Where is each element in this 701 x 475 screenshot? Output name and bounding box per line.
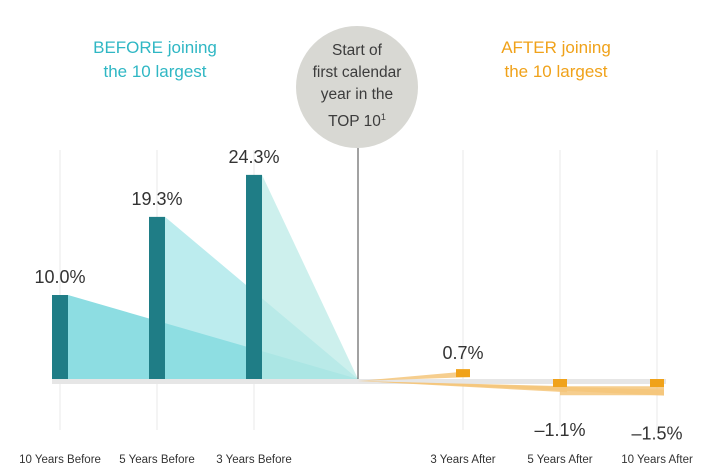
category-label: 5 Years Before (119, 454, 194, 466)
data-label: –1.5% (631, 424, 682, 444)
data-label: 24.3% (228, 147, 279, 167)
after-fill-area (358, 381, 664, 396)
category-label: 10 Years After (621, 454, 693, 466)
data-label: –1.1% (534, 420, 585, 440)
data-label: 0.7% (442, 343, 483, 363)
category-label: 10 Years Before (19, 454, 101, 466)
center-line1: Start of (332, 42, 382, 60)
center-line3: year in the (320, 86, 394, 104)
center-line2: first calendar (312, 64, 402, 82)
category-label: 3 Years After (430, 454, 495, 466)
after-heading: AFTER joining the 10 largest (446, 36, 666, 84)
after-fill-area (358, 371, 470, 381)
before-heading: BEFORE joining the 10 largest (45, 36, 265, 84)
start-marker-circle: Start of first calendar year in the TOP … (296, 26, 418, 148)
data-label: 10.0% (34, 267, 85, 287)
data-label: 19.3% (131, 189, 182, 209)
bar-marker (456, 369, 470, 378)
baseline (52, 379, 666, 384)
after-fill-band (560, 386, 664, 396)
bar (52, 295, 68, 379)
before-heading-line2: the 10 largest (103, 62, 207, 81)
bar (149, 216, 165, 379)
after-heading-line1: AFTER joining (501, 38, 611, 57)
bar-marker (553, 379, 567, 387)
bar (246, 174, 262, 379)
footnote-marker: 1 (380, 112, 386, 123)
center-line4: TOP 10 (328, 113, 381, 131)
after-fill-area (358, 381, 567, 393)
after-heading-line2: the 10 largest (504, 62, 608, 81)
before-heading-line1: BEFORE joining (93, 38, 217, 57)
before-fill-area (262, 174, 358, 379)
bar-marker (650, 379, 664, 387)
category-label: 3 Years Before (216, 454, 291, 466)
category-label: 5 Years After (527, 454, 592, 466)
